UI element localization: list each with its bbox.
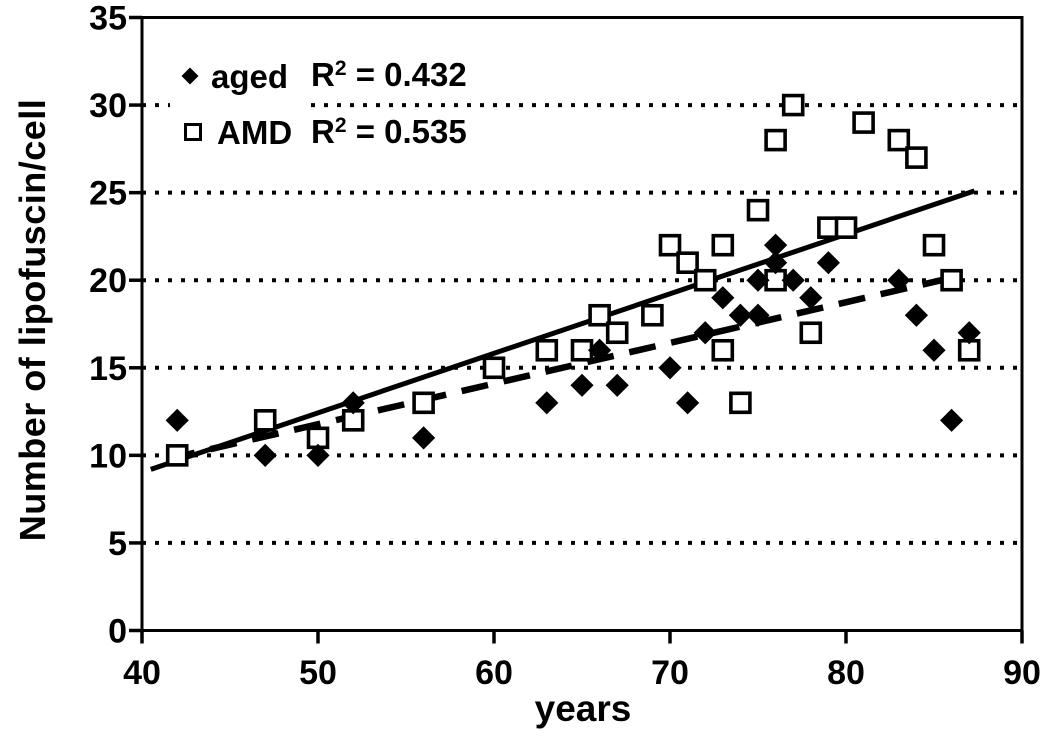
y-tick-label: 35 xyxy=(89,0,127,38)
aged-point xyxy=(746,268,770,292)
aged-point xyxy=(746,303,770,327)
aged-point xyxy=(922,338,946,362)
amd-point xyxy=(711,233,735,257)
aged-point xyxy=(940,408,964,432)
aged-point xyxy=(165,408,189,432)
y-tick-label: 0 xyxy=(108,613,127,651)
y-tick-label: 15 xyxy=(89,350,127,388)
legend-item-aged: aged xyxy=(170,48,306,104)
y-tick-label: 20 xyxy=(89,262,127,300)
amd-point xyxy=(887,128,911,152)
amd-point xyxy=(905,146,928,169)
aged-trendline xyxy=(167,271,965,463)
amd-point xyxy=(165,444,189,467)
r-squared-aged: R2 = 0.432 xyxy=(311,56,467,93)
aged-point xyxy=(306,443,330,467)
x-tick-label: 50 xyxy=(299,654,337,692)
x-axis-title: years xyxy=(534,688,632,729)
aged-point xyxy=(341,391,365,415)
y-tick-label: 5 xyxy=(108,525,127,563)
amd-point xyxy=(781,93,805,117)
r-squared-amd: R2 = 0.535 xyxy=(311,113,467,150)
amd-point xyxy=(605,321,629,345)
x-tick-label: 70 xyxy=(651,654,689,692)
amd-point xyxy=(253,409,277,432)
aged-point xyxy=(412,426,436,450)
plot-frame xyxy=(140,16,1024,632)
x-tick-label: 60 xyxy=(475,654,513,692)
aged-point xyxy=(728,303,752,327)
amd-point xyxy=(641,303,664,327)
aged-point xyxy=(676,391,700,415)
aged-point xyxy=(711,286,735,310)
y-tick-label: 25 xyxy=(89,175,127,213)
filled-diamond-icon xyxy=(181,67,199,85)
amd-point xyxy=(482,356,506,380)
aged-point xyxy=(957,321,981,345)
aged-point xyxy=(887,268,911,292)
amd-point xyxy=(535,338,559,362)
y-axis-title: Number of lipofuscin/cell xyxy=(12,98,53,542)
amd-point xyxy=(588,303,611,327)
amd-point xyxy=(940,268,963,292)
legend-item-amd: AMD xyxy=(170,104,306,160)
aged-point xyxy=(570,373,594,397)
amd-point xyxy=(764,128,787,152)
aged-point xyxy=(693,321,717,345)
amd-point xyxy=(729,391,752,415)
aged-point xyxy=(799,286,823,310)
aged-point xyxy=(535,391,559,415)
amd-point xyxy=(922,233,946,257)
legend-label-amd: AMD xyxy=(217,113,293,151)
aged-point xyxy=(816,251,840,275)
amd-point xyxy=(412,391,435,415)
x-tick-label: 90 xyxy=(1003,654,1041,692)
x-tick-label: 40 xyxy=(123,654,161,692)
aged-point xyxy=(658,356,682,380)
aged-point xyxy=(253,443,277,467)
y-tick-label: 10 xyxy=(89,437,127,475)
legend-label-aged: aged xyxy=(211,57,289,95)
amd-point xyxy=(799,321,823,345)
open-square-icon xyxy=(184,123,202,141)
amd-point xyxy=(852,111,875,134)
aged-point xyxy=(781,268,805,292)
amd-point xyxy=(658,233,682,257)
amd-point xyxy=(834,216,858,239)
legend: aged AMD xyxy=(170,48,306,160)
amd-point xyxy=(746,198,770,222)
amd-point xyxy=(693,268,717,292)
amd-point xyxy=(711,338,735,362)
y-tick-label: 30 xyxy=(89,87,127,125)
aged-point xyxy=(605,373,629,397)
aged-point xyxy=(764,233,788,257)
aged-point xyxy=(588,338,612,362)
aged-point xyxy=(904,303,928,327)
amd-point xyxy=(676,251,699,274)
x-tick-label: 80 xyxy=(827,654,865,692)
